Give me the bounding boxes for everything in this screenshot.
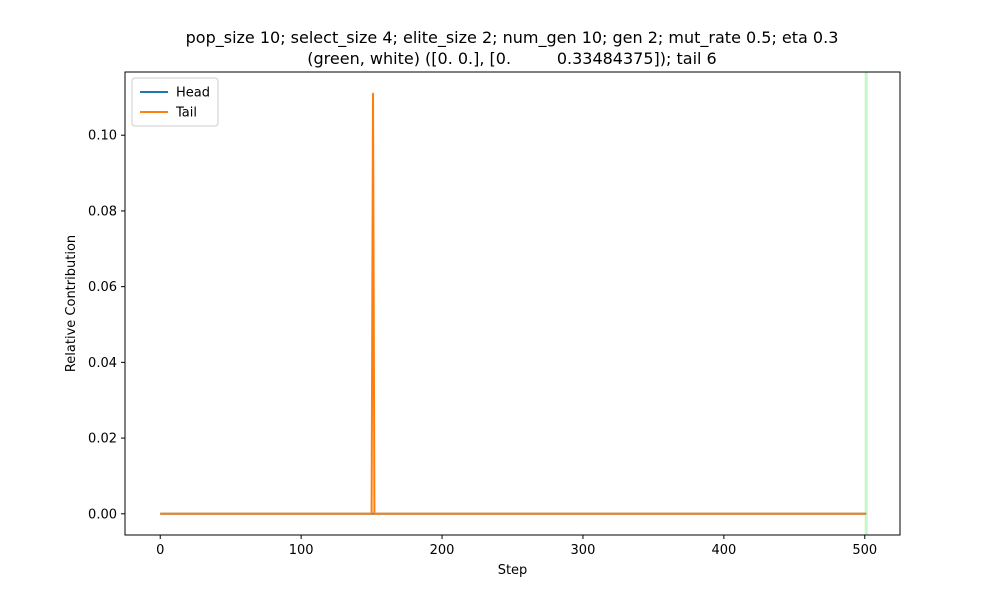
axes-spines (124, 71, 901, 536)
x-axis: 0 100 200 300 400 500 (156, 535, 877, 558)
legend-label-head: Head (176, 86, 210, 101)
legend: Head Tail (131, 77, 219, 127)
y-axis: 0.00 0.02 0.04 0.06 0.08 0.10 (88, 129, 125, 522)
y-tick-label: 0.00 (88, 507, 117, 522)
y-tick-label: 0.04 (88, 356, 117, 371)
series-layer (160, 72, 868, 535)
chart-title-line-2: (green, white) ([0. 0.], [0. 0.33484375]… (307, 49, 716, 68)
x-tick-label: 300 (571, 543, 596, 558)
axes-frame (125, 72, 900, 535)
x-axis-label: Step (498, 563, 528, 578)
series-line-tail (160, 92, 867, 515)
y-tick-label: 0.08 (88, 204, 117, 219)
y-tick-label: 0.02 (88, 432, 117, 447)
y-tick-label: 0.06 (88, 280, 117, 295)
x-tick-label: 500 (852, 543, 877, 558)
x-tick-label: 400 (711, 543, 736, 558)
x-tick-label: 0 (156, 543, 164, 558)
axes-border (124, 71, 901, 536)
y-tick-label: 0.10 (88, 129, 117, 144)
legend-label-tail: Tail (175, 106, 197, 121)
legend-box (131, 77, 219, 127)
plot-area (125, 72, 900, 535)
x-tick-label: 100 (289, 543, 314, 558)
chart-title-line-1: pop_size 10; select_size 4; elite_size 2… (186, 28, 839, 48)
x-tick-label: 200 (430, 543, 455, 558)
y-axis-label: Relative Contribution (64, 235, 79, 372)
